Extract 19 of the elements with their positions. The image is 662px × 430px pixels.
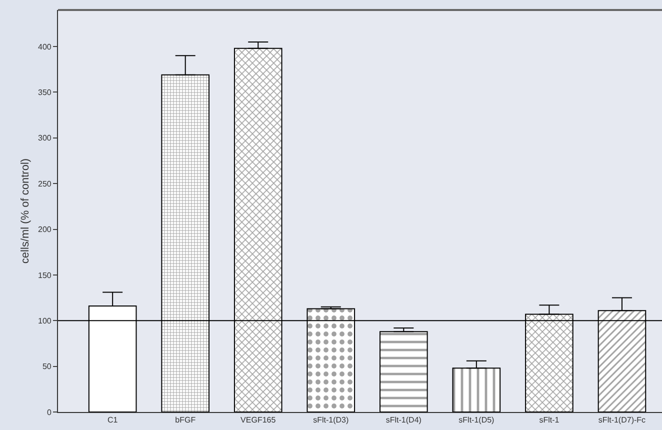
y-tick-label: 0: [46, 408, 52, 417]
x-tick-label: sFlt-1: [539, 416, 560, 425]
y-axis-title: cells/ml (% of control): [20, 158, 32, 264]
y-tick-label: 200: [38, 225, 52, 234]
y-tick-label: 50: [42, 362, 52, 372]
x-tick-label: sFlt-1(D3): [313, 416, 349, 425]
x-tick-label: bFGF: [175, 416, 196, 425]
y-tick-label: 350: [38, 88, 52, 98]
bar: [380, 331, 428, 412]
y-tick-label: 300: [38, 134, 52, 143]
y-tick-label: 150: [38, 270, 52, 280]
x-tick-label: sFlt-1(D5): [458, 416, 495, 425]
x-tick-label: C1: [107, 416, 118, 425]
x-tick-label: VEGF165: [240, 416, 276, 425]
y-tick-label: 100: [38, 316, 52, 326]
y-tick-label: 400: [38, 42, 52, 52]
x-tick-label: sFlt-1(D7)-Fc: [598, 416, 646, 425]
y-tick-label: 250: [38, 179, 52, 188]
x-tick-label: sFlt-1(D4): [386, 416, 422, 425]
